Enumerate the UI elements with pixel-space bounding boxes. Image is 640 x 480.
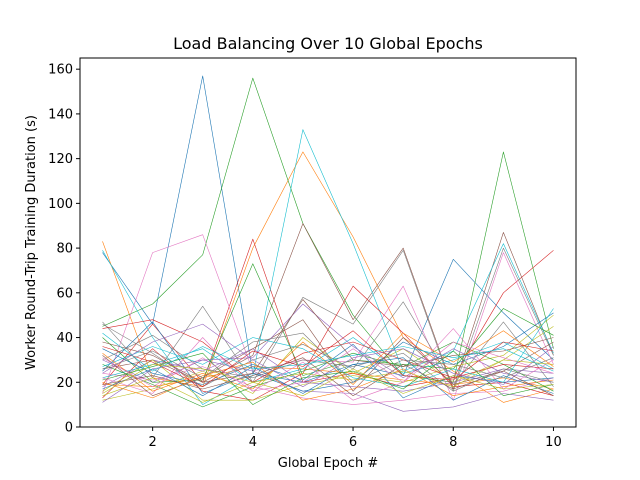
series-layer [102,75,554,412]
series-line-11 [102,312,554,394]
series-line-1 [102,75,554,383]
series-line-20 [102,337,554,383]
x-tick-label: 6 [349,435,357,450]
x-tick-label: 2 [149,435,157,450]
plot-frame [79,57,577,428]
x-axis: 2 4 6 8 10 [149,427,562,450]
y-tick-label: 40 [56,331,73,346]
series-line-3 [102,77,554,383]
series-line-17 [102,366,554,405]
series-line-36 [102,357,554,397]
y-tick-label: 160 [48,63,73,78]
chart-title: Load Balancing Over 10 Global Epochs [173,34,483,53]
series-line-27 [102,328,554,401]
series-line-4 [102,238,554,388]
x-tick-label: 10 [545,435,562,450]
series-line-8 [102,247,554,392]
series-line-38 [102,332,554,383]
y-tick-label: 0 [65,421,73,436]
y-axis: 0 20 40 60 80 100 120 140 160 [48,63,80,436]
series-line-39 [102,364,554,397]
y-tick-label: 120 [48,152,73,167]
y-tick-label: 140 [48,107,73,122]
series-line-7 [102,234,554,401]
y-axis-label: Worker Round-Trip Training Duration (s) [24,115,39,370]
series-line-33 [102,350,554,405]
series-line-40 [102,332,554,372]
series-line-10 [102,129,554,405]
series-line-35 [102,323,554,388]
series-line-37 [102,341,554,392]
y-tick-label: 60 [56,286,73,301]
series-line-34 [102,330,554,388]
y-tick-label: 20 [56,376,73,391]
x-tick-label: 4 [249,435,257,450]
series-line-22 [102,361,554,401]
x-axis-label: Global Epoch # [278,456,378,471]
x-tick-label: 8 [449,435,457,450]
y-tick-label: 100 [48,197,73,212]
y-tick-label: 80 [56,242,73,257]
series-line-13 [102,263,554,383]
